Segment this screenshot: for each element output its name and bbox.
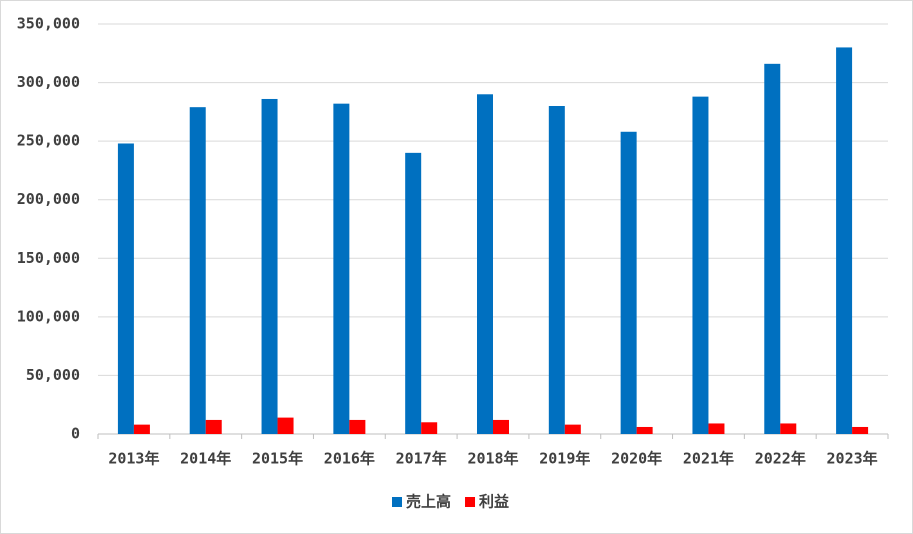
y-tick-label: 350,000	[17, 15, 80, 33]
bar	[277, 417, 294, 434]
y-tick-label: 250,000	[17, 132, 80, 150]
bar	[117, 143, 134, 434]
bar	[780, 423, 797, 434]
bar	[333, 103, 350, 435]
x-tick-label: 2022年	[755, 450, 806, 468]
bar	[548, 106, 565, 434]
y-tick-label: 200,000	[17, 190, 80, 208]
bar	[852, 426, 869, 434]
legend-swatch	[392, 497, 402, 507]
y-tick-label: 0	[71, 425, 80, 443]
bar	[692, 96, 709, 434]
x-tick-label: 2020年	[611, 450, 662, 468]
bar	[708, 423, 725, 434]
bar	[349, 419, 366, 434]
bar	[636, 426, 653, 434]
bar	[205, 419, 222, 434]
bar	[405, 152, 422, 434]
bar	[836, 47, 853, 435]
y-tick-label: 150,000	[17, 249, 80, 267]
bar	[189, 107, 206, 435]
y-tick-label: 300,000	[17, 73, 80, 91]
x-tick-label: 2014年	[180, 450, 231, 468]
bar	[620, 131, 637, 434]
legend-label: 利益	[479, 493, 509, 511]
bar	[564, 424, 581, 434]
x-tick-label: 2021年	[683, 450, 734, 468]
bar	[133, 424, 150, 434]
y-tick-label: 100,000	[17, 307, 80, 325]
legend-label: 売上高	[406, 493, 451, 511]
x-tick-label: 2017年	[396, 450, 447, 468]
x-tick-label: 2023年	[827, 450, 878, 468]
bar	[477, 94, 493, 435]
bar	[764, 63, 781, 434]
y-tick-label: 50,000	[26, 366, 80, 384]
bar	[261, 98, 278, 434]
x-tick-label: 2013年	[108, 450, 159, 468]
x-tick-label: 2016年	[324, 450, 375, 468]
bar	[421, 422, 438, 434]
x-tick-label: 2018年	[467, 450, 518, 468]
x-tick-label: 2015年	[252, 450, 303, 468]
bar	[493, 419, 509, 434]
legend-swatch	[465, 497, 476, 507]
x-tick-label: 2019年	[539, 450, 590, 468]
